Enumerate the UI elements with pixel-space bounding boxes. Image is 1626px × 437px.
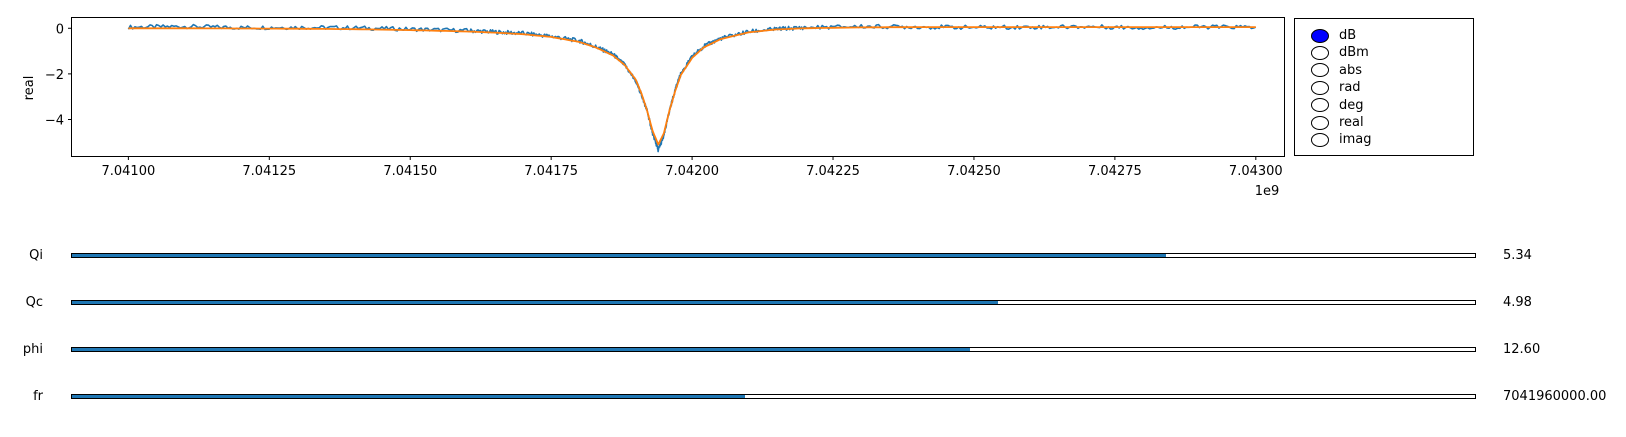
x-tick-label: 7.04300: [1229, 164, 1283, 179]
slider-label: Qi: [29, 248, 43, 263]
radio-option-dbm[interactable]: dBm: [1311, 44, 1369, 61]
y-tick-label: 0: [56, 22, 64, 37]
radio-circle-icon[interactable]: [1311, 115, 1329, 130]
radio-option-label: real: [1339, 115, 1364, 130]
slider-fill[interactable]: [72, 395, 746, 398]
slider-phi: phi 12.60: [0, 340, 1626, 360]
radio-circle-icon[interactable]: [1311, 28, 1329, 43]
slider-label: fr: [33, 389, 43, 404]
x-tick-label: 7.04125: [242, 164, 296, 179]
x-axis: 7.04100 7.04125 7.04150 7.04175 7.04200 7.042…: [101, 156, 1283, 179]
radio-circle-icon[interactable]: [1311, 80, 1329, 95]
radio-option-imag[interactable]: imag: [1311, 131, 1372, 148]
slider-qc: Qc 4.98: [0, 293, 1626, 313]
x-tick-label: 7.04250: [947, 164, 1001, 179]
y-tick-label: −4: [45, 114, 64, 129]
slider-fill[interactable]: [72, 348, 970, 351]
slider-track-fr[interactable]: [71, 394, 1476, 399]
x-offset-label: 1e9: [1255, 184, 1280, 199]
slider-track-qc[interactable]: [71, 300, 1476, 305]
slider-value: 12.60: [1503, 342, 1541, 357]
radio-circle-icon[interactable]: [1311, 98, 1329, 113]
x-tick-label: 7.04150: [383, 164, 437, 179]
y-axis-label: real: [22, 76, 37, 101]
unit-radio-group: dB dBm abs rad deg real imag: [1294, 18, 1474, 156]
slider-fr: fr 7041960000.00: [0, 387, 1626, 407]
y-tick-label: −2: [45, 68, 64, 83]
slider-value: 5.34: [1503, 248, 1532, 263]
slider-value: 7041960000.00: [1503, 389, 1607, 404]
slider-qi: Qi 5.34: [0, 246, 1626, 266]
slider-label: phi: [22, 342, 43, 357]
radio-option-deg[interactable]: deg: [1311, 97, 1364, 114]
x-tick-label: 7.04225: [806, 164, 860, 179]
slider-value: 4.98: [1503, 295, 1532, 310]
radio-option-real[interactable]: real: [1311, 114, 1364, 131]
radio-option-label: dBm: [1339, 45, 1369, 61]
radio-option-rad[interactable]: rad: [1311, 79, 1361, 96]
radio-circle-icon[interactable]: [1311, 132, 1329, 147]
data-series-line: [127, 23, 1257, 153]
slider-track-phi[interactable]: [71, 347, 1476, 352]
resonance-plot: 7.04100 7.04125 7.04150 7.04175 7.04200 7.042…: [22, 17, 1285, 199]
radio-option-label: deg: [1339, 97, 1364, 113]
radio-option-label: dB: [1339, 28, 1357, 43]
x-tick-label: 7.04200: [665, 164, 719, 179]
radio-option-label: imag: [1339, 132, 1372, 148]
slider-fill[interactable]: [72, 301, 998, 304]
y-axis: 0 −2 −4: [45, 22, 72, 129]
x-tick-label: 7.04275: [1088, 164, 1142, 179]
x-tick-label: 7.04100: [101, 164, 155, 179]
x-tick-label: 7.04175: [524, 164, 578, 179]
radio-option-abs[interactable]: abs: [1311, 62, 1362, 79]
slider-fill[interactable]: [72, 254, 1167, 257]
radio-option-db[interactable]: dB: [1311, 27, 1356, 44]
plot-series: [127, 23, 1257, 153]
radio-option-label: abs: [1339, 62, 1362, 78]
plot-frame: [71, 17, 1285, 157]
radio-option-label: rad: [1339, 80, 1361, 96]
slider-track-qi[interactable]: [71, 253, 1476, 258]
fit-series-line: [128, 26, 1256, 146]
radio-circle-icon[interactable]: [1311, 45, 1329, 60]
radio-circle-icon[interactable]: [1311, 63, 1329, 78]
slider-label: Qc: [25, 295, 43, 310]
